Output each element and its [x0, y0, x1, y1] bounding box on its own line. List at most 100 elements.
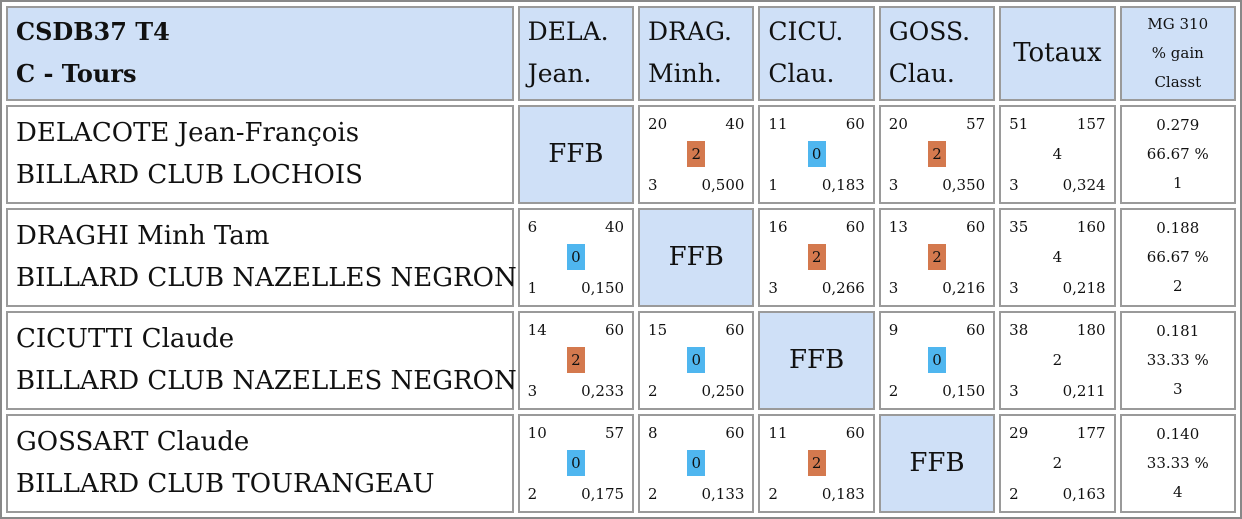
match-points: 11 [768, 423, 788, 442]
win-percent: 66.67 % [1146, 144, 1209, 163]
match-innings: 2 [527, 485, 538, 503]
total-cell: 29 177 2 2 0,163 [999, 413, 1116, 513]
table-title: CSDB37 T4 C - Tours [6, 6, 514, 101]
match-average: 0,233 [581, 381, 625, 400]
total-match-points: 4 [1052, 248, 1063, 267]
match-average: 0,250 [701, 381, 745, 400]
mg-cell: 0.140 33.33 % 4 [1119, 413, 1236, 513]
result-badge: 0 [687, 450, 706, 477]
table-row: GOSSART Claude BILLARD CLUB TOURANGEAU 10 5… [6, 413, 1236, 513]
match-average: 0,266 [821, 278, 865, 297]
result-badge: 0 [927, 347, 946, 374]
match-innings: 2 [648, 485, 658, 503]
match-target: 60 [725, 423, 745, 442]
match-points: 10 [527, 423, 547, 442]
match-target: 60 [845, 423, 865, 442]
mg-value: 0.140 [1156, 424, 1200, 443]
column-header-goss: GOSS. Clau. [878, 6, 996, 101]
player-name: GOSSART Claude [16, 427, 250, 458]
match-points: 20 [648, 114, 668, 133]
total-average: 0,218 [1062, 278, 1106, 297]
ffb-cell: FFB [638, 207, 755, 307]
match-cell: 16 60 2 3 0,266 [758, 207, 875, 307]
column-header-cicu: CICU. Clau. [758, 6, 875, 101]
match-target: 60 [845, 217, 865, 236]
total-points: 29 [1009, 423, 1029, 442]
match-cell: 11 60 2 2 0,183 [758, 413, 875, 513]
result-badge: 0 [687, 347, 706, 374]
result-badge: 2 [927, 141, 946, 168]
ranking: 2 [1173, 276, 1183, 295]
match-innings: 3 [648, 175, 658, 194]
ffb-cell: FFB [878, 413, 996, 513]
result-badge: 0 [807, 141, 826, 168]
total-target: 177 [1076, 423, 1106, 442]
result-badge: 2 [687, 141, 706, 168]
total-points: 38 [1009, 320, 1029, 339]
match-innings: 1 [527, 278, 538, 297]
match-cell: 15 60 0 2 0,250 [638, 310, 755, 410]
ranking: 4 [1173, 482, 1183, 501]
match-cell: 8 60 0 2 0,133 [638, 413, 755, 513]
ranking: 1 [1173, 173, 1183, 192]
match-target: 40 [604, 217, 625, 236]
match-cell: 10 57 0 2 0,175 [517, 413, 635, 513]
result-badge: 2 [807, 450, 826, 477]
match-points: 11 [768, 114, 788, 133]
match-average: 0,350 [942, 175, 986, 194]
ffb-cell: FFB [758, 310, 875, 410]
result-badge: 2 [566, 347, 585, 374]
total-cell: 35 160 4 3 0,218 [999, 207, 1116, 307]
mg-value: 0.188 [1156, 218, 1200, 237]
match-cell: 20 40 2 3 0,500 [638, 104, 755, 204]
total-average: 0,211 [1062, 381, 1106, 400]
match-target: 60 [966, 320, 986, 339]
match-target: 40 [725, 114, 745, 133]
total-points: 51 [1009, 114, 1029, 133]
table-row: DRAGHI Minh Tam BILLARD CLUB NAZELLES NEG… [6, 207, 1236, 307]
match-points: 16 [768, 217, 788, 236]
total-target: 157 [1076, 114, 1106, 133]
ranking: 3 [1173, 379, 1183, 398]
header-row: CSDB37 T4 C - Tours DELA. Jean. DRAG. Mi… [6, 6, 1236, 101]
player-club: BILLARD CLUB NAZELLES NEGRON [16, 366, 517, 397]
match-points: 20 [888, 114, 908, 133]
player-club: BILLARD CLUB LOCHOIS [16, 160, 363, 191]
match-cell: 13 60 2 3 0,216 [878, 207, 996, 307]
match-target: 57 [966, 114, 986, 133]
match-target: 60 [725, 320, 745, 339]
match-average: 0,175 [581, 485, 625, 503]
win-percent: 33.33 % [1146, 350, 1209, 369]
total-points: 35 [1009, 217, 1029, 236]
total-cell: 38 180 2 3 0,211 [999, 310, 1116, 410]
win-percent: 33.33 % [1146, 453, 1209, 472]
match-innings: 3 [527, 381, 538, 400]
match-innings: 2 [768, 485, 778, 503]
result-badge: 2 [927, 244, 946, 271]
match-points: 15 [648, 320, 668, 339]
result-badge: 2 [807, 244, 826, 271]
player-cell: DRAGHI Minh Tam BILLARD CLUB NAZELLES NEG… [6, 207, 517, 307]
match-points: 8 [648, 423, 658, 442]
player-cell: GOSSART Claude BILLARD CLUB TOURANGEAU [6, 413, 514, 513]
column-header-totaux: Totaux [999, 6, 1116, 101]
mg-cell: 0.181 33.33 % 3 [1119, 310, 1236, 410]
match-cell: 9 60 0 2 0,150 [878, 310, 996, 410]
match-points: 9 [888, 320, 899, 339]
match-innings: 3 [888, 175, 899, 194]
match-average: 0,183 [821, 175, 865, 194]
match-innings: 3 [888, 278, 899, 297]
title-line-2: C - Tours [16, 59, 137, 89]
total-average: 0,324 [1062, 175, 1106, 194]
match-average: 0,133 [701, 485, 745, 503]
total-target: 180 [1076, 320, 1106, 339]
column-header-dela: DELA. Jean. [517, 6, 635, 101]
table-body: DELACOTE Jean-François BILLARD CLUB LOCHO… [6, 104, 1236, 513]
win-percent: 66.67 % [1146, 247, 1209, 266]
total-innings: 2 [1009, 485, 1019, 503]
match-target: 60 [966, 217, 986, 236]
total-match-points: 2 [1052, 351, 1063, 370]
mg-cell: 0.188 66.67 % 2 [1119, 207, 1236, 307]
total-average: 0,163 [1062, 485, 1106, 503]
match-innings: 1 [768, 175, 778, 194]
